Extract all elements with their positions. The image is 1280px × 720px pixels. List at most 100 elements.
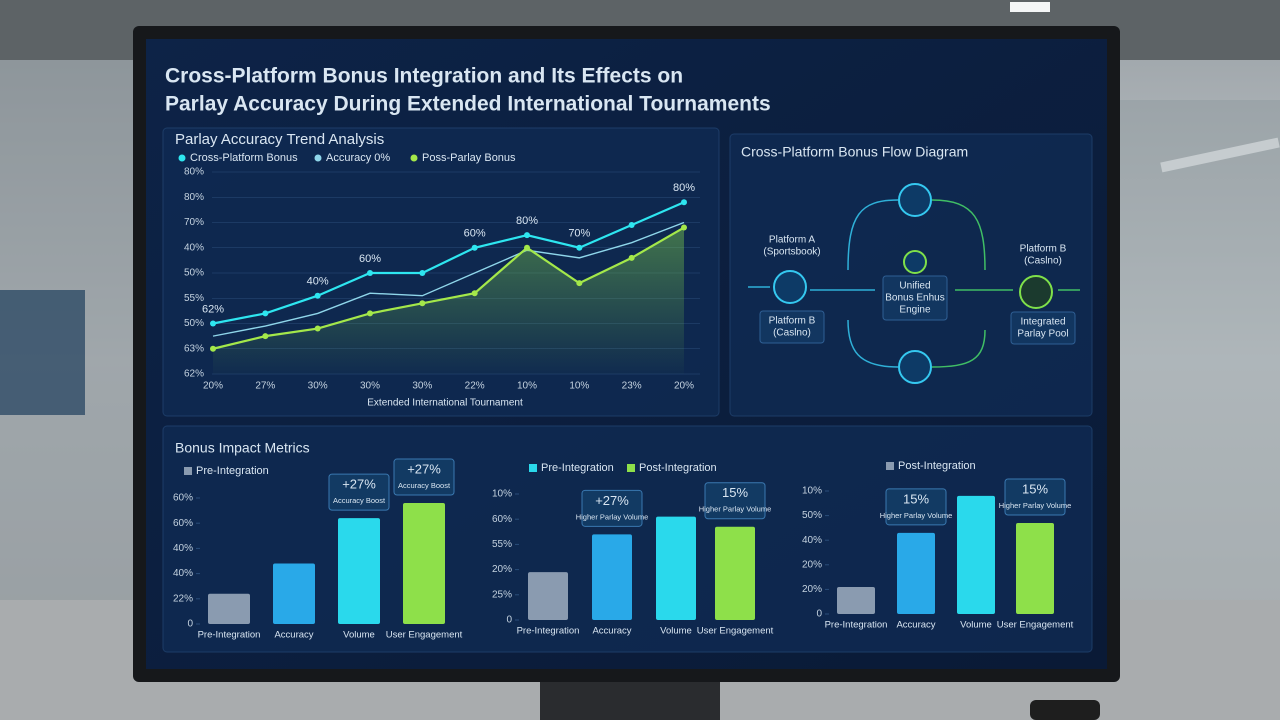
node-label: Platform A [769, 235, 815, 246]
callout-value: 15% [1022, 481, 1048, 496]
x-tick-label: Accuracy [274, 630, 313, 641]
glass-wall [1120, 100, 1280, 620]
series-point [681, 224, 687, 231]
callout-box [393, 458, 455, 496]
callout-box [328, 473, 390, 511]
x-tick-label: 10% [569, 381, 589, 392]
x-tick-label: 30% [308, 381, 328, 392]
legend-label: Poss-Parlay Bonus [422, 152, 516, 164]
y-tick-label: 10% [802, 486, 822, 497]
y-tick-label: 22% [173, 593, 193, 604]
callout-value: +27% [342, 477, 376, 492]
x-tick-label: 20% [674, 381, 694, 392]
series-point [628, 222, 635, 229]
callout-value: +27% [595, 493, 629, 508]
y-tick-label: 50% [802, 510, 822, 521]
x-tick-label: 27% [255, 381, 275, 392]
series-point [419, 270, 426, 276]
node-label: Engine [899, 305, 931, 316]
callout-text: Higher Parlay Volume [880, 511, 953, 520]
node-label: Integrated [1020, 317, 1065, 328]
background-screen [0, 290, 85, 415]
series-point [210, 345, 216, 352]
y-tick-label: 63% [184, 343, 204, 354]
series-line [212, 226, 685, 350]
y-tick-label: 40% [184, 242, 204, 253]
series-point [210, 320, 216, 327]
callout-text: Higher Parlay Volume [576, 512, 649, 521]
callout-box [704, 482, 766, 520]
x-tick-label: User Engagement [386, 630, 463, 641]
bar [592, 534, 632, 620]
series-point [471, 244, 478, 251]
callout-text: Higher Parlay Volume [699, 505, 772, 514]
value-label: 60% [464, 228, 486, 240]
flow-panel [729, 133, 1093, 417]
callout-text: Accuracy Boost [333, 496, 386, 505]
bar [656, 516, 696, 620]
series-point [314, 325, 321, 332]
legend-label: Cross-Platform Bonus [190, 152, 298, 164]
legend-marker [410, 154, 418, 162]
bar [897, 532, 935, 614]
x-tick-label: 20% [203, 381, 223, 392]
x-tick-label: Pre-Integration [198, 630, 261, 641]
legend-label: Accuracy 0% [326, 152, 390, 164]
series-point [262, 333, 269, 340]
value-label: 60% [359, 253, 381, 265]
main-title: Parlay Accuracy During Extended Internat… [165, 93, 771, 116]
series-point [471, 290, 478, 297]
node-box [759, 310, 825, 344]
callout-value: +27% [407, 461, 441, 476]
node-box [1010, 311, 1076, 345]
bar [403, 503, 445, 624]
node-label: Bonus Enhus [885, 293, 945, 304]
bar [338, 518, 380, 624]
callout-value: 15% [903, 491, 929, 506]
legend-label: Pre-Integration [196, 465, 269, 477]
panel-title: Bonus Impact Metrics [175, 440, 310, 456]
x-tick-label: 23% [622, 381, 642, 392]
y-tick-label: 55% [492, 539, 512, 550]
callout-box [885, 488, 947, 526]
y-tick-label: 10% [492, 489, 512, 500]
bar [957, 495, 995, 614]
series-line [212, 221, 685, 337]
series-point [576, 244, 583, 251]
x-tick-label: 30% [360, 381, 380, 392]
series-point [576, 280, 583, 287]
flow-icons [773, 183, 1053, 384]
panel-title: Parlay Accuracy Trend Analysis [175, 131, 384, 148]
legend-marker [314, 154, 322, 162]
series-area [213, 227, 684, 374]
y-tick-label: 50% [184, 318, 204, 329]
legend-label: Post-Integration [639, 462, 717, 474]
bar [837, 586, 875, 614]
node-label: (Sportsbook) [763, 247, 820, 258]
legend-swatch [886, 462, 894, 470]
bar [715, 526, 755, 620]
x-tick-label: Accuracy [592, 626, 631, 637]
series-point [367, 270, 373, 276]
series-point [367, 310, 373, 317]
y-tick-label: 20% [492, 564, 512, 575]
y-tick-label: 25% [492, 589, 512, 600]
bar [528, 572, 568, 620]
y-tick-label: 20% [802, 559, 822, 570]
x-tick-label: Volume [960, 620, 992, 631]
x-tick-label: Pre-Integration [517, 626, 580, 637]
x-axis-label: Extended International Tournament [367, 398, 523, 409]
node-label: Unified [899, 281, 930, 292]
x-tick-label: Volume [343, 630, 375, 641]
callout-value: 15% [722, 485, 748, 500]
y-tick-label: 50% [184, 268, 204, 279]
ceiling-light [1160, 137, 1280, 173]
callout-text: Higher Parlay Volume [999, 501, 1072, 510]
value-label: 80% [673, 182, 695, 194]
series-point [524, 244, 530, 251]
x-tick-label: 30% [412, 381, 432, 392]
series-point [262, 310, 269, 317]
y-tick-label: 62% [184, 369, 204, 380]
y-tick-label: 70% [184, 217, 204, 228]
